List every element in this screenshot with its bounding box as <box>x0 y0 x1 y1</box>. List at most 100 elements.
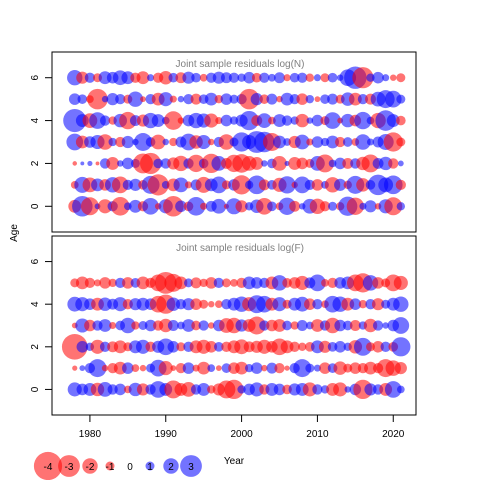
residual-bubble <box>88 359 107 378</box>
residual-bubble <box>358 300 368 309</box>
residual-bubble <box>356 178 370 192</box>
residual-bubble <box>302 382 317 397</box>
residual-bubble <box>378 156 393 171</box>
residual-bubble <box>250 277 263 289</box>
residual-bubble <box>99 341 111 352</box>
residual-bubble <box>289 72 300 83</box>
residual-bubble <box>162 138 169 146</box>
residual-bubble <box>182 362 195 374</box>
residual-bubble <box>136 276 150 290</box>
residual-bubble <box>122 157 134 170</box>
x-axis: 1980 1990 2000 2010 2020 <box>79 414 405 440</box>
panel-top-bubbles <box>63 66 406 217</box>
residual-bubble <box>147 74 155 82</box>
residual-bubble <box>136 71 150 85</box>
x-axis-label: Year <box>224 456 245 467</box>
residual-bubble <box>181 382 196 397</box>
residual-bubble <box>237 73 246 82</box>
residual-bubble <box>289 200 301 212</box>
residual-bubble <box>280 92 294 106</box>
residual-bubble <box>200 202 208 210</box>
residual-bubble <box>324 112 341 129</box>
residual-bubble <box>131 321 140 330</box>
residual-bubble <box>204 113 219 128</box>
residual-bubble <box>129 199 142 213</box>
residual-bubble <box>90 339 105 354</box>
residual-bubble <box>113 297 128 312</box>
panel-bottom-y-axis: 0 2 4 6 <box>30 258 53 392</box>
residual-bubble <box>166 297 181 311</box>
residual-bubble <box>388 158 399 169</box>
y-tick-label: 0 <box>30 386 41 392</box>
residual-bubble <box>393 296 409 312</box>
residual-bubble <box>122 277 134 289</box>
y-tick-label: 4 <box>30 117 41 123</box>
residual-bubble <box>72 161 78 166</box>
residual-bubble <box>364 383 377 396</box>
residual-bubble <box>327 93 339 105</box>
residual-bubble <box>191 320 201 331</box>
residual-bubble <box>342 320 353 331</box>
residual-bubble <box>273 383 286 396</box>
residual-bubble <box>319 201 331 212</box>
residual-bubble <box>221 180 231 190</box>
residual-bubble <box>364 200 377 213</box>
residual-bubble <box>150 134 166 150</box>
residual-bubble <box>274 362 285 374</box>
residual-bubble <box>258 179 270 191</box>
residual-bubble <box>115 94 126 105</box>
residual-bubble <box>364 361 377 375</box>
residual-bubble <box>187 154 205 173</box>
y-tick-label: 6 <box>30 258 41 264</box>
residual-bubble <box>273 114 286 127</box>
residual-bubble <box>106 157 120 170</box>
residual-bubble <box>397 160 404 167</box>
residual-bubble <box>334 157 346 170</box>
residual-bubble <box>382 74 390 82</box>
residual-bubble <box>306 138 314 146</box>
residual-bubble <box>396 73 406 83</box>
residual-bubble <box>111 176 129 194</box>
residual-bubble <box>380 341 391 352</box>
residual-bubble <box>177 95 185 103</box>
residual-bubble <box>250 93 263 106</box>
residual-bubble <box>239 110 259 131</box>
residual-bubble <box>84 72 96 83</box>
residual-bubble <box>274 72 285 84</box>
residual-bubble <box>207 364 216 372</box>
panel-top: Joint sample residuals log(N) 0 2 4 6 <box>30 51 417 233</box>
residual-bubble <box>335 136 346 148</box>
residual-bubble <box>186 196 206 216</box>
residual-bubble <box>176 342 186 352</box>
legend-label: 2 <box>168 462 174 473</box>
residual-bubble <box>327 72 338 83</box>
residual-bubble <box>271 275 288 291</box>
x-tick-label: 2010 <box>306 429 329 440</box>
y-tick-label: 0 <box>30 203 41 209</box>
residual-bubble <box>273 135 286 149</box>
residual-bubble <box>175 200 187 213</box>
residual-bubble <box>366 138 375 146</box>
size-legend: -4 -3 -2 -1 0 1 2 3 <box>33 451 202 480</box>
residual-bubble <box>170 365 177 372</box>
residual-bubble <box>169 95 177 103</box>
residual-bubble <box>229 94 239 104</box>
residual-bubble <box>396 94 406 104</box>
residual-bubble <box>280 340 294 354</box>
residual-bubble <box>101 364 109 372</box>
residual-bubble <box>313 74 321 82</box>
legend-label: 0 <box>127 462 133 473</box>
residual-bubble <box>95 161 100 166</box>
residual-bubble <box>208 322 215 329</box>
residual-bubble <box>396 385 405 394</box>
residual-bubble <box>76 341 89 353</box>
residual-bubble <box>84 277 96 289</box>
residual-bubble <box>305 363 315 373</box>
residual-bubble <box>106 93 119 106</box>
residual-bubble <box>366 73 375 82</box>
residual-bubble <box>99 277 111 289</box>
residual-bubble <box>259 94 270 104</box>
residual-bubble <box>144 319 157 332</box>
residual-bubble <box>138 321 148 330</box>
residual-bubble <box>190 298 202 310</box>
